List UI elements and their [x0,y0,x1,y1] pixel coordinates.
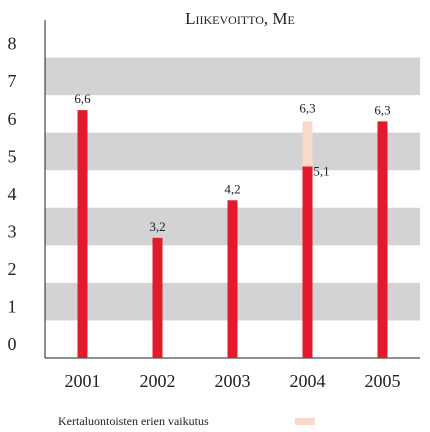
legend-swatch [295,418,315,425]
bar [227,200,238,358]
y-tick-label: 7 [8,71,17,91]
grid-band [45,57,420,96]
bar [302,121,313,167]
y-tick-label: 5 [8,146,17,166]
x-tick-label: 2004 [290,371,326,391]
annotation: 6,3 [299,100,315,115]
value-label: 6,6 [74,91,91,106]
value-label: 6,3 [374,102,390,117]
y-tick-label: 4 [8,184,17,204]
bar [77,110,88,358]
legend-label: Kertaluontoisten erien vaikutus [58,414,209,428]
value-label: 3,2 [149,219,165,234]
x-tick-label: 2002 [140,371,176,391]
chart-title: Liikevoitto, Me [185,9,295,28]
y-tick-label: 6 [8,109,17,129]
y-tick-label: 3 [8,221,17,241]
y-tick-label: 0 [8,334,17,354]
y-tick-label: 8 [8,34,17,54]
y-tick-label: 2 [8,259,17,279]
y-tick-label: 1 [8,297,17,317]
x-tick-label: 2005 [365,371,401,391]
x-tick-label: 2001 [65,371,101,391]
bar [377,121,388,359]
bar [302,166,313,358]
value-label: 4,2 [224,181,240,196]
grid-band [45,132,420,171]
x-tick-label: 2003 [215,371,251,391]
value-label: 5,1 [313,163,329,178]
bar [152,237,163,358]
